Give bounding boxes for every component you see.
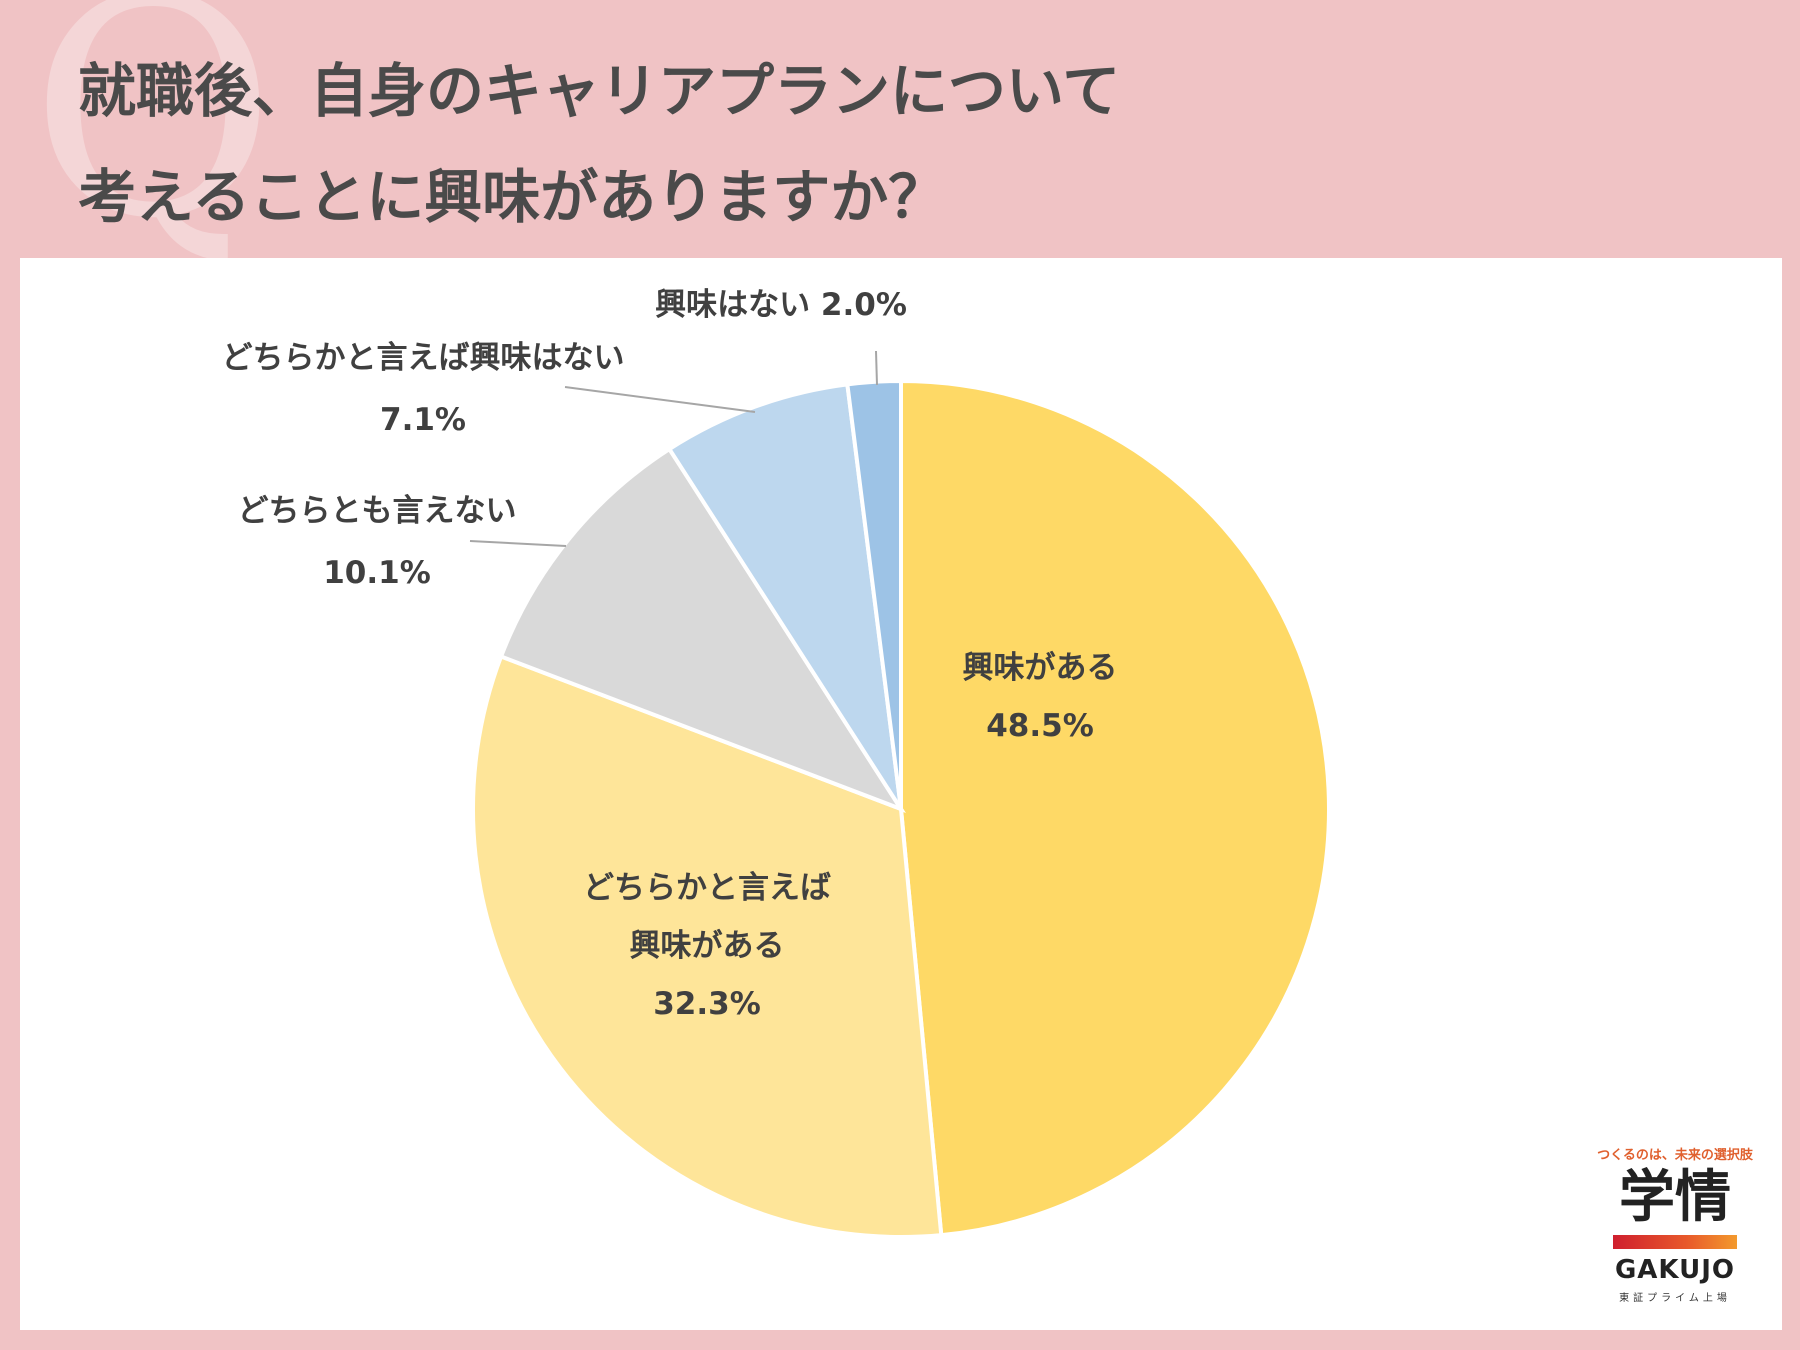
data-label-2-line-2: 興味がある bbox=[630, 928, 785, 964]
data-label-value-1: 48.5% bbox=[986, 708, 1094, 744]
q-watermark: Q bbox=[30, 0, 276, 284]
data-label-value-3: 10.1% bbox=[323, 555, 431, 591]
brand-slogan: つくるのは、未来の選択肢 bbox=[1597, 1148, 1753, 1163]
leader-line-4 bbox=[564, 386, 756, 413]
data-label-value-4: 7.1% bbox=[380, 402, 466, 438]
data-label-3-line-1: どちらとも言えない bbox=[238, 493, 517, 529]
data-label-value-2: 32.3% bbox=[653, 986, 761, 1022]
brand-color-bar bbox=[1613, 1235, 1737, 1249]
leader-line-5 bbox=[875, 350, 878, 386]
data-label-2-line-1: どちらかと言えば bbox=[583, 870, 831, 906]
pie-slice-5 bbox=[845, 378, 903, 810]
leader-line-3 bbox=[469, 540, 567, 547]
gakujo-logo: つくるのは、未来の選択肢 学情 GAKUJO 東証プライム上場 bbox=[1590, 1144, 1760, 1312]
brand-name-latin: GAKUJO bbox=[1614, 1255, 1736, 1285]
data-label-1-line-1: 興味がある bbox=[963, 650, 1118, 686]
brand-name-kanji: 学情 bbox=[1619, 1165, 1731, 1230]
title-line-2: 考えることに興味がありますか？ bbox=[78, 163, 947, 231]
data-label-5-line-1: 興味はない 2.0% bbox=[655, 287, 907, 323]
data-label-4-line-1: どちらかと言えば興味はない bbox=[222, 340, 625, 376]
pie-slice-1 bbox=[899, 378, 1331, 1238]
pie-slice-3 bbox=[498, 446, 906, 814]
pie-chart: 興味がある48.5%どちらかと言えば興味がある32.3%どちらとも言えない10.… bbox=[222, 287, 1331, 1239]
chart-panel: 興味がある 48.5% どちらかと言えば 興味がある 32.3% どちらとも言えない 10.… bbox=[20, 258, 1782, 1330]
brand-market: 東証プライム上場 bbox=[1619, 1293, 1731, 1304]
title-line-1: 就職後、自身のキャリアプランについて bbox=[78, 57, 1121, 125]
pie-slice-2 bbox=[471, 653, 944, 1239]
page-title: 就職後、自身のキャリアプランについて 考えることに興味がありますか？ bbox=[78, 38, 1678, 250]
pie-slice-4 bbox=[666, 382, 903, 811]
